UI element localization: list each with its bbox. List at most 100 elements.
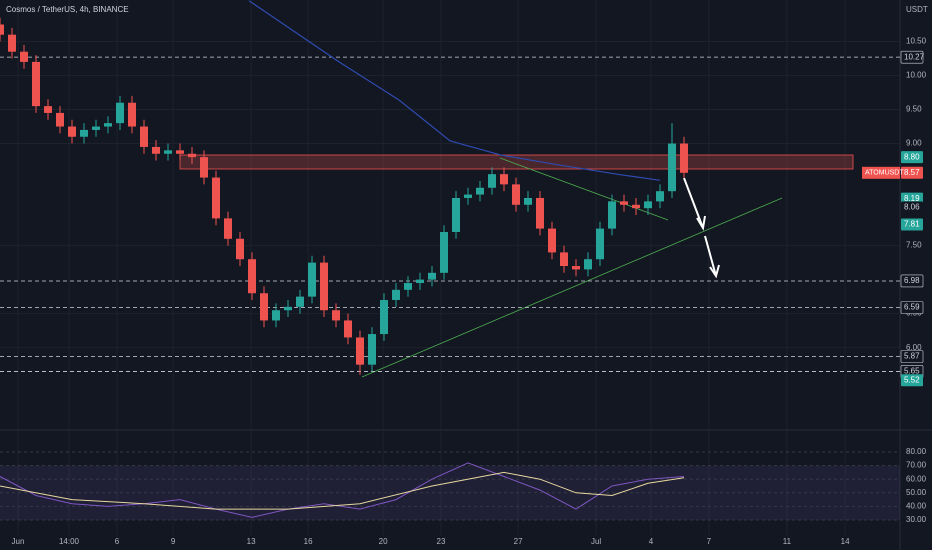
- candle-body: [488, 174, 496, 188]
- candle-body: [272, 310, 280, 321]
- candle-body: [512, 184, 520, 205]
- price-tag: [900, 50, 924, 64]
- candle-body: [236, 238, 244, 260]
- price-tag-label: 6.98: [904, 276, 920, 285]
- price-tag-label: 6.59: [904, 303, 920, 312]
- candle-body: [332, 310, 340, 321]
- y-tick-label: 9.50: [906, 105, 922, 114]
- rsi-line: [0, 462, 685, 518]
- candle-body: [164, 150, 172, 154]
- symbol-tag: [862, 166, 900, 179]
- y-tick-label: 9.00: [906, 139, 922, 148]
- price-tag: [900, 274, 924, 288]
- candle-body: [68, 126, 76, 137]
- y-tick-label: 6.00: [906, 343, 922, 352]
- rsi-tick-label: 50.00: [906, 488, 927, 497]
- x-tick-label: 6: [115, 537, 120, 546]
- price-tag-label: 5.87: [904, 352, 920, 361]
- candle-body: [80, 129, 88, 137]
- candle-body: [392, 289, 400, 301]
- price-tag-label: 8.06: [904, 203, 920, 212]
- candle-body: [548, 228, 556, 253]
- price-tag-label: 5.65: [904, 367, 920, 376]
- candle-body: [224, 218, 232, 239]
- x-tick-label: 20: [379, 537, 388, 546]
- candle-body: [644, 201, 652, 209]
- candle-body: [8, 34, 16, 52]
- candle-body: [188, 153, 196, 158]
- y-tick-label: 10.00: [906, 71, 927, 80]
- candle-body: [260, 293, 268, 321]
- candle-body: [596, 228, 604, 260]
- candle-body: [428, 272, 436, 280]
- trendline: [499, 157, 669, 221]
- candle-body: [404, 283, 412, 290]
- candle-body: [56, 112, 64, 127]
- x-tick-label: 11: [783, 537, 792, 546]
- candle-body: [500, 174, 508, 185]
- candle-body: [608, 201, 616, 229]
- price-tag: [901, 201, 923, 214]
- candle-body: [344, 320, 352, 338]
- candle-body: [248, 259, 256, 294]
- candle-body: [356, 337, 364, 365]
- x-tick-label: 13: [247, 537, 256, 546]
- price-tag: [900, 301, 924, 314]
- x-tick-label: 14:00: [59, 537, 80, 546]
- candle-body: [92, 126, 100, 130]
- price-tag-label: 8.19: [904, 194, 920, 203]
- x-tick-label: Jul: [591, 537, 601, 546]
- candle-body: [464, 194, 472, 198]
- candle-body: [680, 143, 688, 173]
- candle-body: [212, 177, 220, 219]
- candle-body: [32, 61, 40, 107]
- candle-body: [560, 252, 568, 267]
- price-tag-label: 8.57: [904, 168, 920, 177]
- trendline: [361, 197, 783, 378]
- candle-body: [308, 262, 316, 297]
- price-tag-label: 10.27: [904, 52, 925, 61]
- candle-body: [632, 204, 640, 209]
- price-tag: [901, 151, 923, 164]
- candle-body: [476, 187, 484, 195]
- x-tick-label: 23: [437, 537, 446, 546]
- candle-body: [572, 266, 580, 270]
- candle-body: [0, 24, 4, 35]
- x-tick-label: 9: [171, 537, 176, 546]
- candle-body: [536, 197, 544, 229]
- arrow: [683, 177, 720, 279]
- candle-body: [200, 157, 208, 178]
- price-tag-label: 7.81: [904, 220, 920, 229]
- moving-average: [248, 0, 661, 181]
- currency-label: USDT: [906, 5, 928, 14]
- candle-body: [668, 143, 676, 192]
- candle-body: [524, 197, 532, 205]
- chart-title: Cosmos / TetherUS, 4h, BINANCE: [6, 5, 129, 14]
- grid: [0, 0, 900, 535]
- candle-body: [440, 231, 448, 273]
- price-tag-label: 8.80: [904, 152, 920, 161]
- symbol-label: ATOMUSDT: [865, 170, 904, 177]
- candle-body: [44, 106, 52, 113]
- candle-body: [152, 146, 160, 154]
- y-tick-label: 7.50: [906, 241, 922, 250]
- candle-body: [620, 201, 628, 205]
- price-tag: [901, 374, 923, 387]
- candle-body: [416, 279, 424, 284]
- candle-body: [20, 51, 28, 62]
- x-tick-label: 14: [841, 537, 850, 546]
- resistance-zone: [179, 154, 854, 170]
- candle-body: [296, 296, 304, 307]
- candle-body: [380, 300, 388, 335]
- rsi-tick-label: 80.00: [906, 447, 927, 456]
- x-tick-label: 27: [514, 537, 523, 546]
- candle-body: [176, 150, 184, 154]
- candle-body: [320, 262, 328, 311]
- x-tick-label: 16: [304, 537, 313, 546]
- rsi-tick-label: 30.00: [906, 515, 927, 524]
- candle-body: [104, 123, 112, 127]
- candle-body: [368, 334, 376, 365]
- x-tick-label: Jun: [12, 537, 25, 546]
